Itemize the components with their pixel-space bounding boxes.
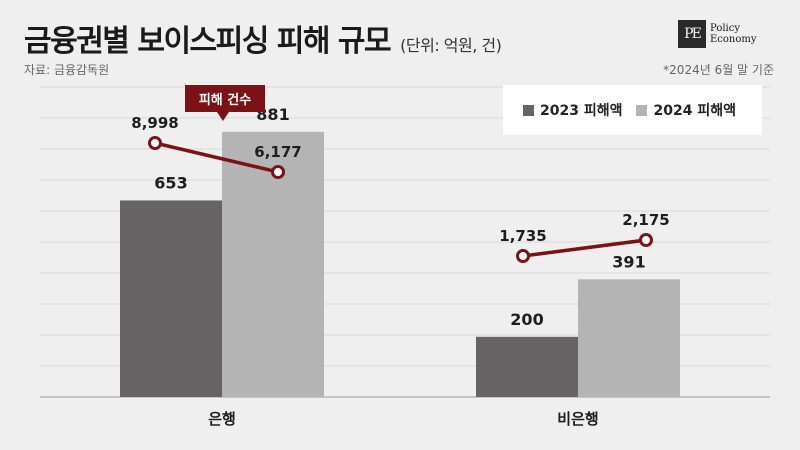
- count-value-label: 1,735: [499, 227, 546, 245]
- count-point: [516, 249, 530, 263]
- count-line-segment: [154, 141, 279, 174]
- chart-title: 금융권별 보이스피싱 피해 규모: [24, 24, 392, 59]
- unit-label: (단위: 억원, 건): [400, 36, 502, 55]
- count-value-label: 2,175: [622, 211, 669, 229]
- logo-text: Policy Economy: [710, 23, 757, 45]
- legend-swatch-2023: [523, 104, 534, 116]
- legend-item-2023: 2023 피해액: [523, 100, 622, 120]
- bar: [578, 279, 680, 397]
- count-callout-label: 피해 건수: [199, 92, 251, 108]
- date-note: *2024년 6월 말 기준: [663, 63, 774, 77]
- bar: [476, 336, 578, 397]
- source-label: 자료: 금융감독원: [24, 63, 110, 77]
- bar-value-label: 391: [612, 252, 645, 271]
- count-callout-box: [185, 85, 265, 112]
- category-label: 비은행: [557, 410, 598, 428]
- logo-mark: PE: [678, 20, 706, 48]
- legend-item-2024: 2024 피해액: [636, 100, 736, 120]
- legend-label-2024: 2024 피해액: [653, 103, 736, 119]
- bar-value-label: 653: [154, 173, 187, 192]
- count-line-segment: [522, 238, 647, 258]
- logo-text-line1: Policy: [710, 23, 740, 34]
- category-label: 은행: [208, 410, 236, 428]
- bar: [120, 200, 222, 397]
- legend-label-2023: 2023 피해액: [540, 103, 623, 119]
- count-point: [271, 165, 285, 179]
- title-row: 금융권별 보이스피싱 피해 규모 (단위: 억원, 건): [24, 16, 502, 60]
- logo-text-line2: Economy: [710, 34, 757, 45]
- count-point: [639, 233, 653, 247]
- legend: 2023 피해액 2024 피해액: [503, 85, 762, 135]
- count-point: [148, 136, 162, 150]
- count-value-label: 8,998: [131, 114, 178, 132]
- policy-economy-logo: PE Policy Economy: [678, 20, 757, 48]
- bar-value-label: 200: [510, 310, 543, 329]
- legend-swatch-2024: [636, 104, 648, 116]
- count-value-label: 6,177: [254, 143, 301, 161]
- count-callout-pointer: [217, 112, 229, 121]
